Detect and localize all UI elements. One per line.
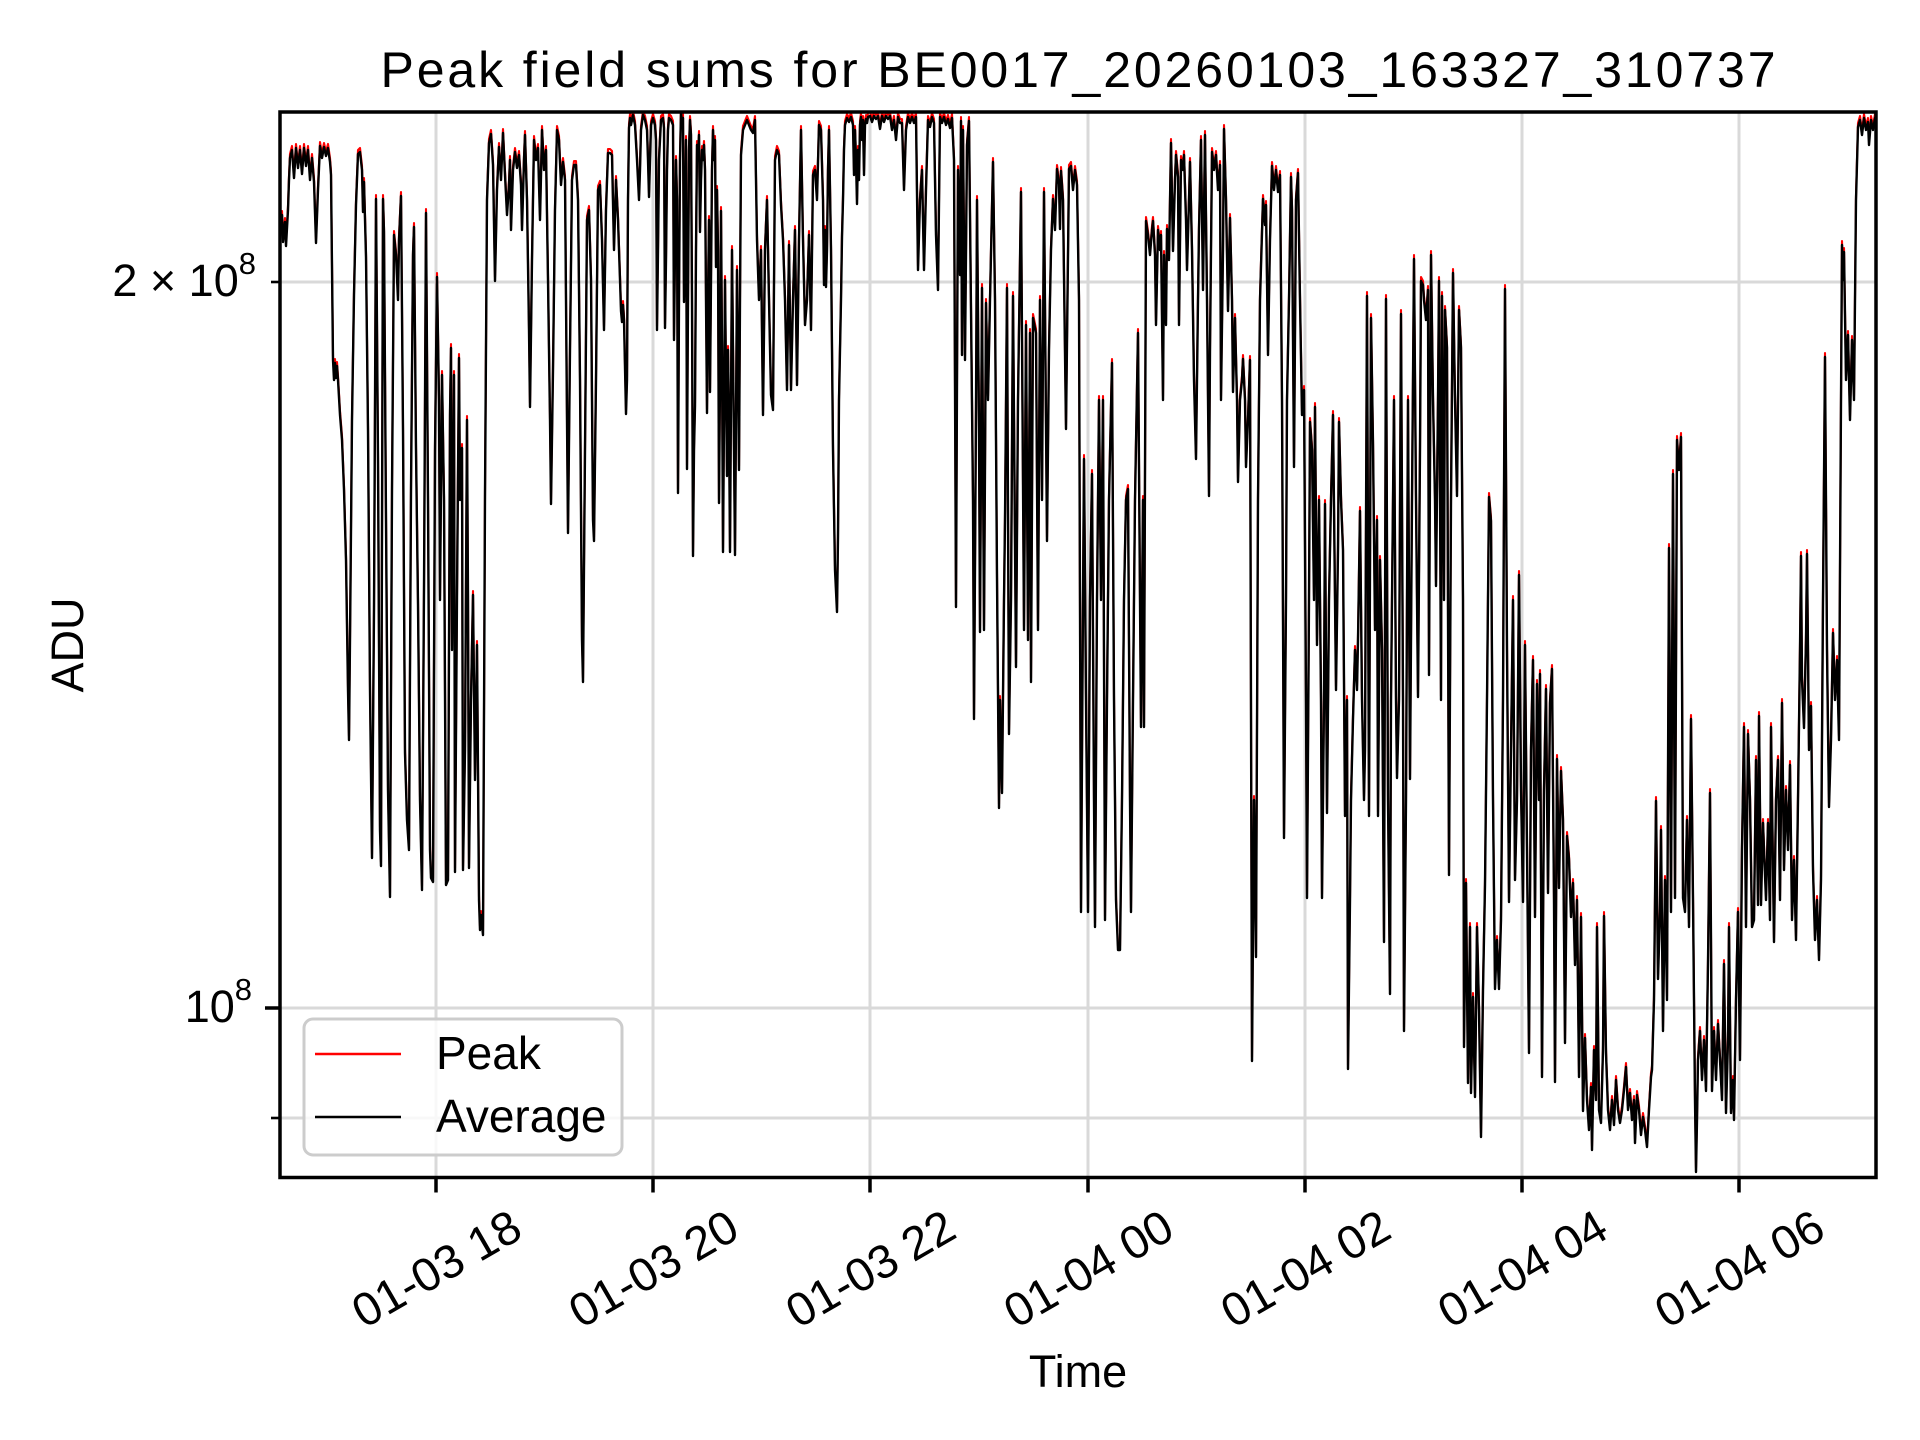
- svg-text:Average: Average: [436, 1090, 607, 1142]
- svg-text:Time: Time: [1029, 1346, 1127, 1397]
- svg-text:ADU: ADU: [42, 597, 93, 692]
- svg-text:2 × 108: 2 × 108: [112, 246, 256, 306]
- svg-text:Peak: Peak: [436, 1027, 542, 1079]
- svg-text:Peak field sums for BE0017_202: Peak field sums for BE0017_20260103_1633…: [381, 42, 1776, 98]
